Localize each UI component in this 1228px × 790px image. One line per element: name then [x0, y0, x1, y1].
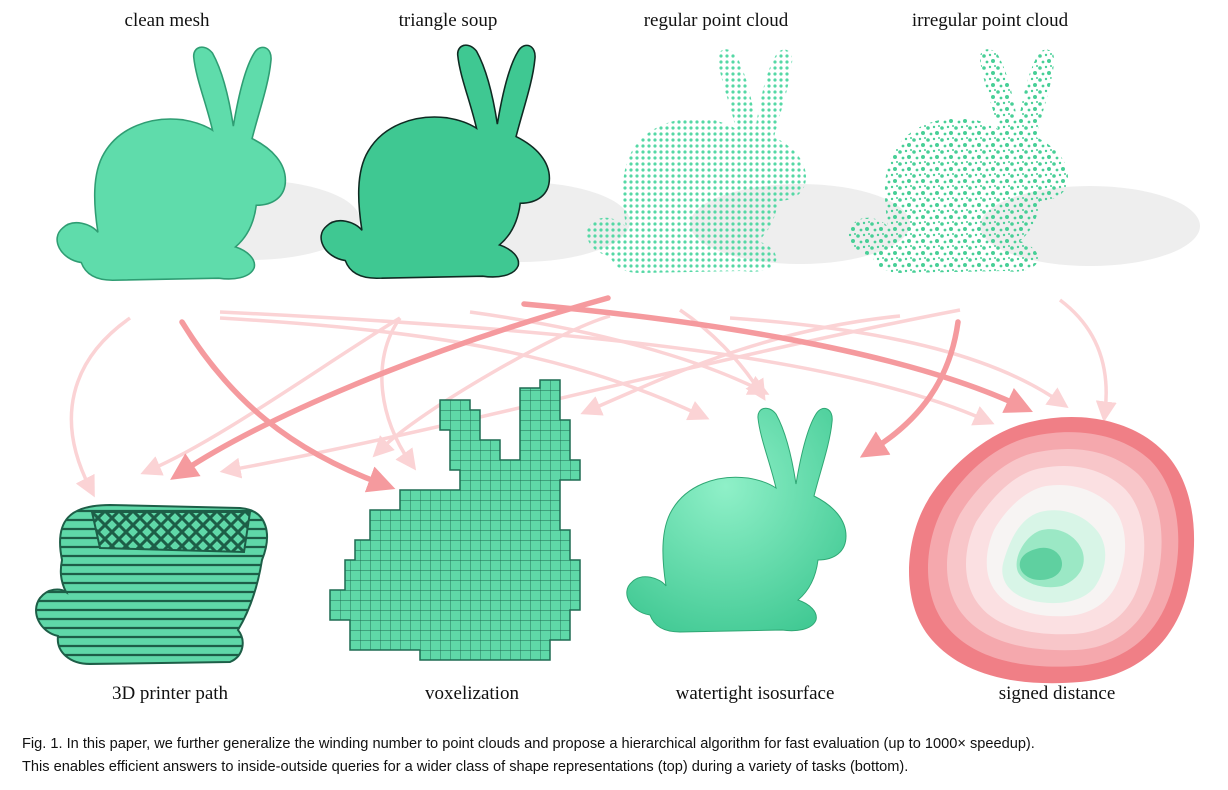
voxel-bunny — [329, 379, 581, 661]
isosurface-bunny — [626, 407, 847, 633]
faint-arrows — [69, 298, 1117, 498]
label-irregular-point-cloud: irregular point cloud — [911, 10, 1069, 31]
label-clean-mesh: clean mesh — [124, 10, 210, 31]
label-triangle-soup: triangle soup — [398, 10, 498, 31]
signed-distance-field — [909, 417, 1195, 684]
bunny-triangle-soup — [320, 44, 551, 280]
label-voxelization: voxelization — [425, 683, 519, 704]
bunny-clean-mesh — [56, 46, 287, 282]
caption-line-1: Fig. 1. In this paper, we further genera… — [22, 736, 1035, 752]
figure-artwork — [35, 44, 1200, 684]
printer-path-model — [35, 503, 268, 666]
label-3d-printer-path: 3D printer path — [111, 683, 229, 704]
figure-caption: Fig. 1. In this paper, we further genera… — [22, 733, 1212, 779]
caption-line-2: This enables efficient answers to inside… — [22, 759, 909, 775]
label-watertight-isosurface: watertight isosurface — [675, 683, 835, 704]
label-regular-point-cloud: regular point cloud — [643, 10, 789, 31]
strong-arrows — [170, 295, 1033, 493]
label-signed-distance: signed distance — [998, 683, 1116, 704]
